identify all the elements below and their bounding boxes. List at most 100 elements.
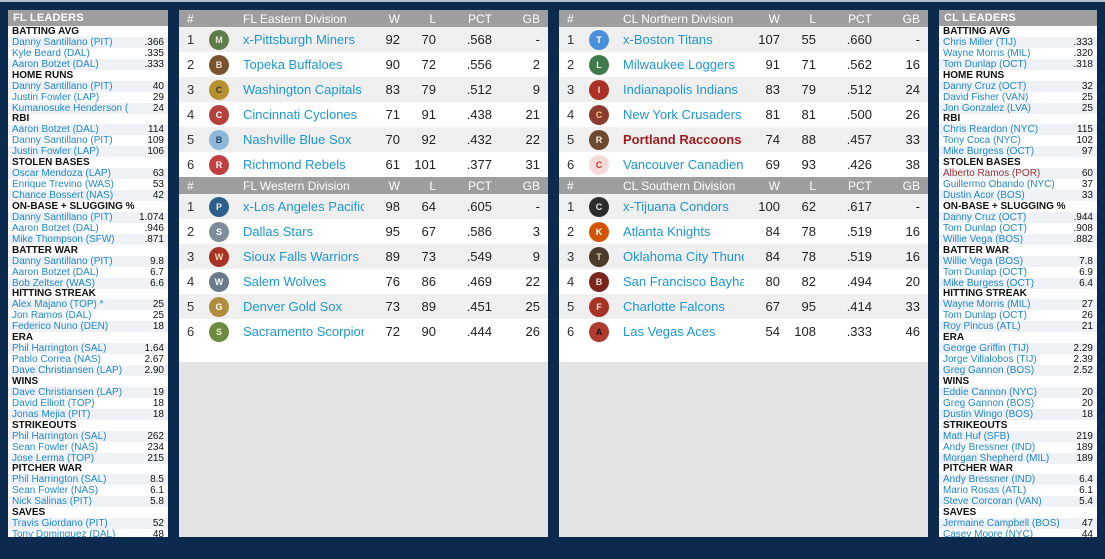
team-link[interactable]: San Francisco Bayhawks xyxy=(623,274,744,289)
team-logo-icon[interactable]: B xyxy=(209,129,229,150)
player-link[interactable]: Tony Dominguez (DAL) xyxy=(12,529,116,537)
team-logo-icon[interactable]: F xyxy=(589,296,609,317)
player-link[interactable]: Kyle Beard (DAL) xyxy=(12,47,90,59)
team-link[interactable]: Vancouver Canadiens xyxy=(623,157,744,172)
team-link[interactable]: Las Vegas Aces xyxy=(623,324,716,339)
team-link[interactable]: Salem Wolves xyxy=(243,274,326,289)
player-link[interactable]: Chris Reardon (NYC) xyxy=(943,124,1039,136)
player-link[interactable]: Roy Pincus (ATL) xyxy=(943,321,1021,333)
team-logo-icon[interactable]: T xyxy=(589,29,609,50)
player-link[interactable]: Jonas Mejia (PIT) xyxy=(12,408,91,420)
team-logo-icon[interactable]: C xyxy=(589,154,609,175)
team-logo-icon[interactable]: B xyxy=(589,271,609,292)
player-link[interactable]: Aaron Botzet (DAL) xyxy=(12,124,99,136)
player-link[interactable]: Chris Miller (TIJ) xyxy=(943,36,1017,48)
player-link[interactable]: Andy Bressner (IND) xyxy=(943,474,1036,486)
player-link[interactable]: Mike Burgess (OCT) xyxy=(943,277,1035,289)
team-link[interactable]: Nashville Blue Sox xyxy=(243,132,352,147)
player-link[interactable]: Alberto Ramos (POR) xyxy=(943,168,1041,180)
player-link[interactable]: Danny Santillano (PIT) xyxy=(12,36,113,48)
team-link[interactable]: Indianapolis Indians xyxy=(623,82,738,97)
player-link[interactable]: David Elliott (TOP) xyxy=(12,397,95,409)
team-link[interactable]: Atlanta Knights xyxy=(623,224,711,239)
team-logo-icon[interactable]: P xyxy=(209,196,229,217)
team-logo-icon[interactable]: I xyxy=(589,79,609,100)
player-link[interactable]: Justin Fowler (LAP) xyxy=(12,146,100,158)
team-logo-icon[interactable]: R xyxy=(209,154,229,175)
player-link[interactable]: Dustin Acor (BOS) xyxy=(943,190,1025,201)
player-link[interactable]: Federico Nuno (DEN) xyxy=(12,321,109,333)
player-link[interactable]: David Fisher (VAN) xyxy=(943,91,1029,103)
team-logo-icon[interactable]: S xyxy=(209,221,229,242)
team-logo-icon[interactable]: G xyxy=(209,296,229,317)
player-link[interactable]: Bob Zeltser (WAS) xyxy=(12,277,95,289)
player-link[interactable]: Alex Majano (TOP) * xyxy=(12,299,104,311)
player-link[interactable]: Matt Huf (SFB) xyxy=(943,430,1010,442)
team-logo-icon[interactable]: A xyxy=(589,321,609,342)
team-logo-icon[interactable]: C xyxy=(589,196,609,217)
player-link[interactable]: Willie Vega (BOS) xyxy=(943,255,1024,267)
player-link[interactable]: Jorge Villalobos (TIJ) xyxy=(943,354,1037,366)
player-link[interactable]: Mike Thompson (SFW) xyxy=(12,233,115,245)
player-link[interactable]: Morgan Shepherd (MIL) xyxy=(943,452,1050,464)
player-link[interactable]: Jon Ramos (DAL) xyxy=(12,310,92,322)
player-link[interactable]: Aaron Botzet (DAL) xyxy=(12,58,99,70)
player-link[interactable]: Jermaine Campbell (BOS) xyxy=(943,518,1060,530)
player-link[interactable]: Phil Harrington (SAL) xyxy=(12,343,107,355)
player-link[interactable]: Aaron Botzet (DAL) xyxy=(12,266,99,278)
player-link[interactable]: Aaron Botzet (DAL) xyxy=(12,222,99,234)
team-link[interactable]: Cincinnati Cyclones xyxy=(243,107,358,122)
player-link[interactable]: Danny Santillano (PIT) xyxy=(12,211,113,223)
player-link[interactable]: Nick Salinas (PIT) xyxy=(12,496,93,508)
player-link[interactable]: Tony Coca (NYC) xyxy=(943,135,1021,147)
player-link[interactable]: Travis Giordano (PIT) xyxy=(12,518,108,530)
team-logo-icon[interactable]: W xyxy=(209,246,229,267)
player-link[interactable]: George Griffin (TIJ) xyxy=(943,343,1029,355)
team-link[interactable]: Topeka Buffaloes xyxy=(243,57,343,72)
player-link[interactable]: Tom Dunlap (OCT) xyxy=(943,266,1027,278)
player-link[interactable]: Danny Santillano (PIT) xyxy=(12,255,113,267)
player-link[interactable]: Enrique Trevino (WAS) xyxy=(12,179,114,191)
team-link[interactable]: Milwaukee Loggers xyxy=(623,57,736,72)
player-link[interactable]: Sean Fowler (NAS) xyxy=(12,485,99,497)
player-link[interactable]: Phil Harrington (SAL) xyxy=(12,474,107,486)
team-logo-icon[interactable]: C xyxy=(209,104,229,125)
player-link[interactable]: Dustin Wingo (BOS) xyxy=(943,408,1034,420)
team-link[interactable]: New York Crusaders xyxy=(623,107,742,122)
player-link[interactable]: Jon Gonzalez (LVA) xyxy=(943,102,1032,114)
player-link[interactable]: Mike Burgess (OCT) xyxy=(943,146,1035,158)
team-link[interactable]: Sioux Falls Warriors xyxy=(243,249,359,264)
player-link[interactable]: Tom Dunlap (OCT) xyxy=(943,222,1027,234)
player-link[interactable]: Greg Gannon (BOS) xyxy=(943,365,1035,376)
player-link[interactable]: Steve Corcoran (VAN) xyxy=(943,496,1042,508)
player-link[interactable]: Danny Cruz (OCT) xyxy=(943,80,1027,92)
player-link[interactable]: Justin Fowler (LAP) xyxy=(12,91,100,103)
player-link[interactable]: Danny Cruz (OCT) xyxy=(943,211,1027,223)
team-logo-icon[interactable]: C xyxy=(589,104,609,125)
player-link[interactable]: Danny Santillano (PIT) xyxy=(12,80,113,92)
player-link[interactable]: Tom Dunlap (OCT) xyxy=(943,58,1027,70)
player-link[interactable]: Andy Bressner (IND) xyxy=(943,441,1036,453)
team-link[interactable]: x-Tijuana Condors xyxy=(623,199,729,214)
player-link[interactable]: Kumanosuke Henderson ( xyxy=(12,102,129,114)
player-link[interactable]: Sean Fowler (NAS) xyxy=(12,441,99,453)
team-link[interactable]: Richmond Rebels xyxy=(243,157,346,172)
player-link[interactable]: Dave Christiansen (LAP) xyxy=(12,386,123,398)
player-link[interactable]: Oscar Mendoza (LAP) xyxy=(12,168,111,180)
player-link[interactable]: Mario Rosas (ATL) xyxy=(943,485,1027,497)
team-link[interactable]: Portland Raccoons xyxy=(623,132,742,147)
player-link[interactable]: Eddie Cannon (NYC) xyxy=(943,386,1037,398)
player-link[interactable]: Guillermo Obando (NYC) xyxy=(943,179,1055,191)
team-logo-icon[interactable]: M xyxy=(209,29,229,50)
team-link[interactable]: Washington Capitals xyxy=(243,82,362,97)
team-link[interactable]: Denver Gold Sox xyxy=(243,299,342,314)
player-link[interactable]: Danny Santillano (PIT) xyxy=(12,135,113,147)
player-link[interactable]: Tom Dunlap (OCT) xyxy=(943,310,1027,322)
player-link[interactable]: Dave Christiansen (LAP) xyxy=(12,365,123,376)
team-logo-icon[interactable]: L xyxy=(589,54,609,75)
team-link[interactable]: x-Pittsburgh Miners xyxy=(243,32,355,47)
team-link[interactable]: Dallas Stars xyxy=(243,224,314,239)
player-link[interactable]: Wayne Morris (MIL) xyxy=(943,299,1031,311)
team-logo-icon[interactable]: K xyxy=(589,221,609,242)
player-link[interactable]: Greg Gannon (BOS) xyxy=(943,397,1035,409)
